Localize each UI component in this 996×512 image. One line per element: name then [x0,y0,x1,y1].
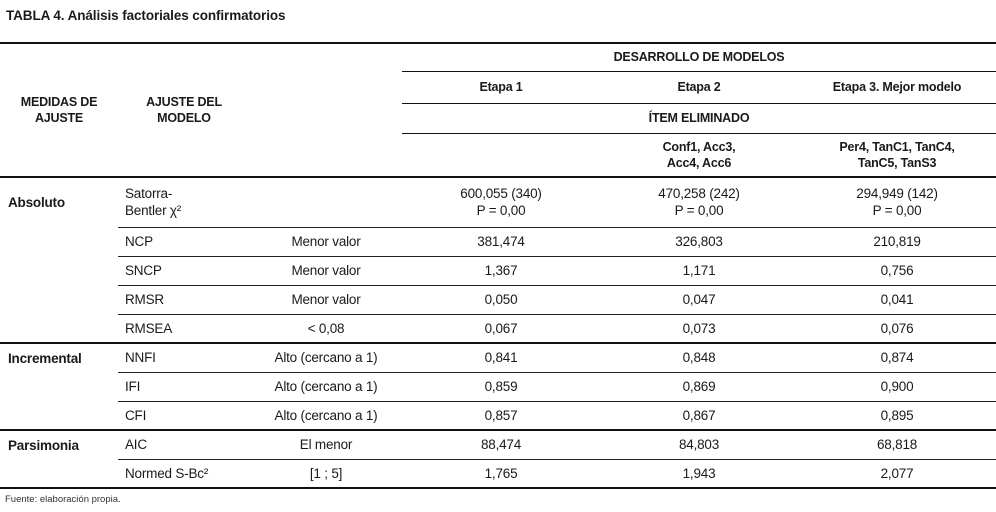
header-row-item: ÍTEM ELIMINADO [0,103,996,134]
items-removed-etapa2: Conf1, Acc3, Acc4, Acc6 [600,133,798,178]
items-removed-etapa1 [402,133,600,178]
cell-group: Incremental [0,342,118,372]
table-row: Parsimonia AIC El menor 88,474 84,803 68… [0,429,996,459]
cell-value-etapa3: 210,819 [798,226,996,256]
table-row: IFI Alto (cercano a 1) 0,859 0,869 0,900 [0,371,996,401]
cell-value-etapa3: 0,756 [798,255,996,285]
header-etapa-2: Etapa 2 [600,71,798,104]
cell-value-etapa3: 294,949 (142) P = 0,00 [856,185,938,219]
header-row-items-removed: Conf1, Acc3, Acc4, Acc6 Per4, TanC1, Tan… [0,133,996,178]
header-ajuste-del-modelo: AJUSTE DEL MODELO [118,42,250,178]
cell-criterion: < 0,08 [250,313,402,343]
table-row: NCP Menor valor 381,474 326,803 210,819 [0,226,996,256]
cell-group [0,256,118,285]
table-row: Incremental NNFI Alto (cercano a 1) 0,84… [0,342,996,372]
cell-value-etapa1: 1,367 [402,255,600,285]
table-row: Normed S-Bc² [1 ; 5] 1,765 1,943 2,077 [0,458,996,489]
header-etapa-3: Etapa 3. Mejor modelo [798,71,996,104]
cell-criterion [250,177,402,227]
cell-group [0,401,118,430]
table-row: SNCP Menor valor 1,367 1,171 0,756 [0,255,996,285]
cell-measure: RMSR [118,284,250,314]
header-desarrollo-de-modelos: DESARROLLO DE MODELOS [402,42,996,72]
header-item-eliminado: ÍTEM ELIMINADO [402,103,996,134]
table-row: RMSEA < 0,08 0,067 0,073 0,076 [0,313,996,343]
cell-value-etapa1: 0,050 [402,284,600,314]
cell-value-etapa2: 326,803 [600,226,798,256]
table-row: Absoluto Satorra- Bentler χ² 600,055 (34… [0,177,996,227]
cell-value-etapa2: 0,848 [600,342,798,372]
cell-measure: CFI [118,400,250,430]
header-medidas-de-ajuste: MEDIDAS DE AJUSTE [0,42,118,178]
cell-value-etapa2: 84,803 [600,429,798,459]
cell-measure: NCP [118,226,250,256]
cell-value-etapa2: 470,258 (242) P = 0,00 [658,185,740,219]
cell-criterion: Alto (cercano a 1) [250,400,402,430]
cell-criterion: Alto (cercano a 1) [250,342,402,372]
cell-value-etapa3: 0,041 [798,284,996,314]
cell-value-etapa2: 1,943 [600,458,798,489]
cell-group [0,227,118,256]
table-title: TABLA 4. Análisis factoriales confirmato… [6,8,286,23]
cell-value-etapa3: 68,818 [798,429,996,459]
cell-value-etapa1: 0,841 [402,342,600,372]
cell-value-etapa2: 0,073 [600,313,798,343]
cell-value-etapa1: 88,474 [402,429,600,459]
cell-value-etapa1: 0,067 [402,313,600,343]
cell-criterion: Menor valor [250,255,402,285]
cell-group [0,372,118,401]
cell-criterion: Menor valor [250,284,402,314]
source-note: Fuente: elaboración propia. [5,494,121,505]
cell-criterion: El menor [250,429,402,459]
table-row: CFI Alto (cercano a 1) 0,857 0,867 0,895 [0,400,996,430]
cell-value-etapa2: 1,171 [600,255,798,285]
cell-group [0,314,118,343]
cell-measure: SNCP [118,255,250,285]
header-criterion-empty [250,42,402,178]
cell-value-etapa3: 0,900 [798,371,996,401]
cell-group: Absoluto [8,195,65,210]
confirmatory-factor-analysis-table: MEDIDAS DE AJUSTE AJUSTE DEL MODELO DESA… [0,42,996,489]
header-row-span: MEDIDAS DE AJUSTE AJUSTE DEL MODELO DESA… [0,42,996,178]
cell-value-etapa2: 0,869 [600,371,798,401]
cell-value-etapa1: 0,859 [402,371,600,401]
cell-measure: Normed S-Bc² [118,458,250,489]
cell-value-etapa3: 0,895 [798,400,996,430]
cell-value-etapa2: 0,047 [600,284,798,314]
cell-criterion: Menor valor [250,226,402,256]
cell-measure: RMSEA [118,313,250,343]
cell-measure: Satorra- Bentler χ² [125,185,182,219]
cell-value-etapa1: 600,055 (340) P = 0,00 [460,185,542,219]
cell-value-etapa2: 0,867 [600,400,798,430]
cell-measure: NNFI [118,342,250,372]
cell-value-etapa3: 0,874 [798,342,996,372]
cell-measure: AIC [118,429,250,459]
table-row: RMSR Menor valor 0,050 0,047 0,041 [0,284,996,314]
cell-group [0,459,118,489]
cell-criterion: Alto (cercano a 1) [250,371,402,401]
cell-criterion: [1 ; 5] [250,458,402,489]
cell-value-etapa3: 0,076 [798,313,996,343]
header-row-stages: Etapa 1 Etapa 2 Etapa 3. Mejor modelo [0,71,996,104]
cell-value-etapa1: 381,474 [402,226,600,256]
items-removed-etapa3: Per4, TanC1, TanC4, TanC5, TanS3 [798,133,996,178]
cell-value-etapa3: 2,077 [798,458,996,489]
cell-group [0,285,118,314]
cell-value-etapa1: 1,765 [402,458,600,489]
cell-group: Parsimonia [0,429,118,459]
cell-value-etapa1: 0,857 [402,400,600,430]
cell-measure: IFI [118,371,250,401]
header-etapa-1: Etapa 1 [402,71,600,104]
